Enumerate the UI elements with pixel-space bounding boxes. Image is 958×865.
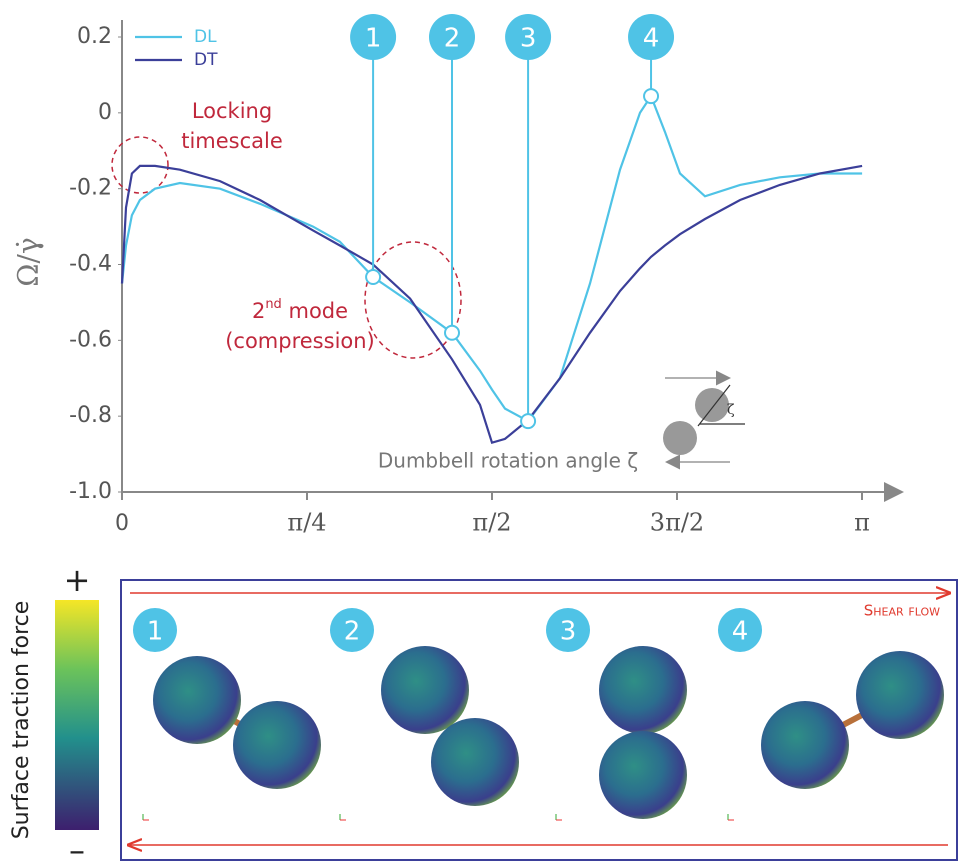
y-tick-label: -0.4 [69, 252, 112, 277]
x-tick-label: 0 [115, 511, 129, 536]
x-tick-label: π/4 [287, 509, 326, 537]
marker-bubble [505, 14, 552, 60]
colorbar [55, 600, 99, 830]
y-tick-label: -1.0 [69, 479, 112, 504]
annotation: Dumbbell rotation angle ζ [378, 449, 638, 473]
x-tick-label: π [854, 509, 870, 537]
x-tick-label: π/2 [472, 509, 511, 537]
y-tick-label: -0.8 [69, 403, 112, 428]
snapshot-bubble [133, 608, 177, 652]
colorbar-max: + [64, 561, 91, 599]
snapshot-label: 1 [147, 617, 164, 647]
annotation-circle [111, 136, 169, 194]
annotation-part: mode [282, 299, 348, 323]
sphere [599, 731, 687, 819]
annotation: timescale [181, 129, 283, 153]
y-tick-label: -0.2 [69, 176, 112, 201]
annotation: (compression) [225, 329, 375, 353]
y-label: Ω/γ̇ [12, 237, 45, 286]
annotation-circle [364, 241, 462, 359]
snapshot-label: 4 [732, 617, 749, 647]
axes-glyph [339, 814, 346, 821]
marker-bubble [350, 14, 397, 60]
x-tick-label: 3π/2 [650, 509, 704, 537]
y-tick-label: -0.6 [69, 327, 112, 352]
sphere [856, 651, 944, 739]
marker-label: 3 [520, 24, 537, 54]
annotation: 2nd mode [252, 297, 348, 324]
snapshot-bubble [718, 608, 762, 652]
marker-bubble [628, 14, 675, 60]
legend-label: DL [194, 27, 217, 47]
snapshot-bubble [330, 608, 374, 652]
marker-label: 4 [643, 24, 660, 54]
marker-point [444, 324, 461, 341]
axes-glyph [555, 814, 562, 821]
marker-point [643, 88, 660, 105]
sphere [599, 646, 687, 734]
colorbar-label: Surface traction force [9, 601, 34, 840]
dumbbell-icon: ζ [663, 370, 745, 470]
flow-label: Shear flow [864, 602, 940, 620]
marker-bubble [429, 14, 476, 60]
y-tick-label: 0.2 [77, 24, 112, 49]
dumbbells: 1 2 3 4 [133, 608, 944, 821]
svg-text:ζ: ζ [727, 402, 735, 418]
sphere [153, 656, 241, 744]
axes-glyph [142, 814, 149, 821]
snapshot-label: 2 [344, 617, 361, 647]
annotation-part: nd [265, 297, 282, 312]
snapshot-bubble [546, 608, 590, 652]
sphere [431, 718, 519, 806]
marker-point [365, 269, 382, 286]
panel-frame [120, 579, 958, 861]
marker-label: 2 [444, 24, 461, 54]
sphere [381, 646, 469, 734]
annotation-part: 2 [252, 299, 265, 323]
snapshot-label: 3 [560, 617, 577, 647]
y-tick-label: 0 [98, 100, 112, 125]
sphere [761, 701, 849, 789]
series-line [120, 93, 863, 423]
colorbar-min: – [69, 831, 85, 861]
marker-label: 1 [365, 24, 382, 54]
legend-label: DT [194, 50, 218, 70]
sphere [233, 701, 321, 789]
marker-point [520, 413, 537, 430]
axes-glyph [727, 814, 734, 821]
annotation: Locking [192, 99, 272, 123]
series-line [120, 164, 863, 445]
